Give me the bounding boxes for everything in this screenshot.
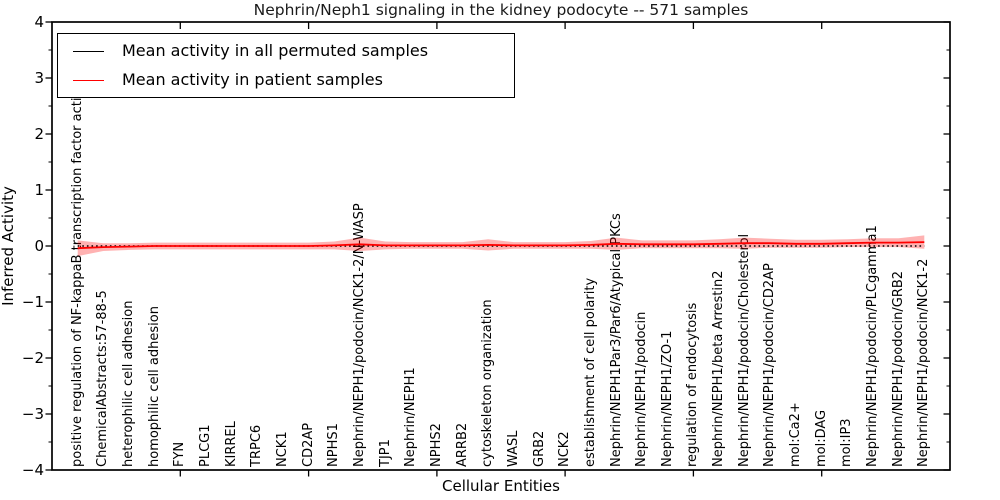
x-tick-label: TRPC6 [249, 424, 265, 467]
legend-line-patient-icon [73, 79, 104, 81]
y-axis-label: Inferred Activity [0, 186, 17, 306]
x-tick-label: homophilic cell adhesion [146, 306, 162, 467]
x-tick-label: WASL [505, 430, 521, 467]
chart-title: Nephrin/Neph1 signaling in the kidney po… [253, 1, 749, 19]
x-tick-label: GRB2 [531, 430, 547, 467]
patient-mean-line [77, 241, 925, 250]
x-tick-label: cytoskeleton organization [480, 299, 496, 467]
x-tick-label: Nephrin/NEPH1Par3/Par6/Atypical PKCs [608, 213, 624, 467]
y-tick-label: −4 [21, 461, 44, 479]
x-tick-label: Nephrin/NEPH1 [403, 367, 419, 467]
x-tick-label: Nephrin/NEPH1/podocin/NCK1-2 [916, 258, 932, 467]
y-tick-label: −3 [21, 405, 44, 423]
x-tick-label: PLCG1 [197, 424, 213, 467]
y-tick-label: 1 [34, 181, 44, 199]
x-tick-label: NPHS1 [326, 423, 342, 467]
x-tick-label: Nephrin/NEPH1/ZO-1 [659, 330, 675, 467]
legend-line-permuted-icon [73, 50, 104, 52]
x-tick-label: heterophilic cell adhesion [121, 300, 136, 468]
x-tick-label: mol:Ca2+ [788, 402, 804, 467]
x-tick-label: CD2AP [300, 422, 316, 467]
x-tick-label: Nephrin/NEPH1/podocin/GRB2 [890, 270, 906, 467]
x-tick-label: KIRREL [223, 421, 239, 467]
x-tick-label: NCK2 [557, 431, 573, 467]
legend-entry-patient: Mean activity in patient samples [58, 68, 514, 92]
x-tick-label: Nephrin/NEPH1/podocin/CD2AP [762, 263, 778, 467]
confidence-band [77, 235, 925, 257]
legend-label-permuted: Mean activity in all permuted samples [122, 41, 429, 60]
x-tick-label: ARRB2 [454, 422, 470, 467]
legend-label-patient: Mean activity in patient samples [122, 70, 383, 89]
x-tick-label: Nephrin/NEPH1/podocin/PLCgamma1 [865, 225, 880, 467]
x-tick-label: ChemicalAbstracts:57-88-5 [95, 290, 111, 467]
x-tick-label: establishment of cell polarity [582, 277, 598, 467]
x-tick-label: FYN [172, 441, 188, 467]
legend-entry-permuted: Mean activity in all permuted samples [58, 39, 514, 63]
x-tick-label: Nephrin/NEPH1/podocin [634, 311, 650, 467]
legend: Mean activity in all permuted samples Me… [57, 33, 515, 98]
x-tick-label: mol:IP3 [839, 418, 855, 467]
y-tick-label: −1 [21, 293, 44, 311]
x-tick-label: NPHS2 [428, 423, 444, 467]
y-tick-label: 4 [34, 13, 44, 31]
x-tick-label: Nephrin/NEPH1/podocin/Cholesterol [736, 233, 752, 467]
x-tick-label: Nephrin/NEPH1/podocin/NCK1-2/N-WASP [351, 203, 367, 467]
x-tick-label: regulation of endocytosis [685, 302, 701, 467]
x-tick-label: TJP1 [377, 439, 393, 467]
y-tick-label: 0 [34, 237, 44, 255]
x-tick-label: Nephrin/NEPH1/beta Arrestin2 [711, 270, 727, 468]
x-tick-label: mol:DAG [813, 409, 829, 467]
y-tick-label: 3 [34, 69, 44, 87]
y-tick-label: −2 [21, 349, 44, 367]
x-axis-label: Cellular Entities [442, 477, 560, 495]
x-tick-label: NCK1 [274, 431, 290, 467]
y-tick-label: 2 [34, 125, 44, 143]
x-tick-label: positive regulation of NF-kappaB transcr… [69, 73, 85, 467]
